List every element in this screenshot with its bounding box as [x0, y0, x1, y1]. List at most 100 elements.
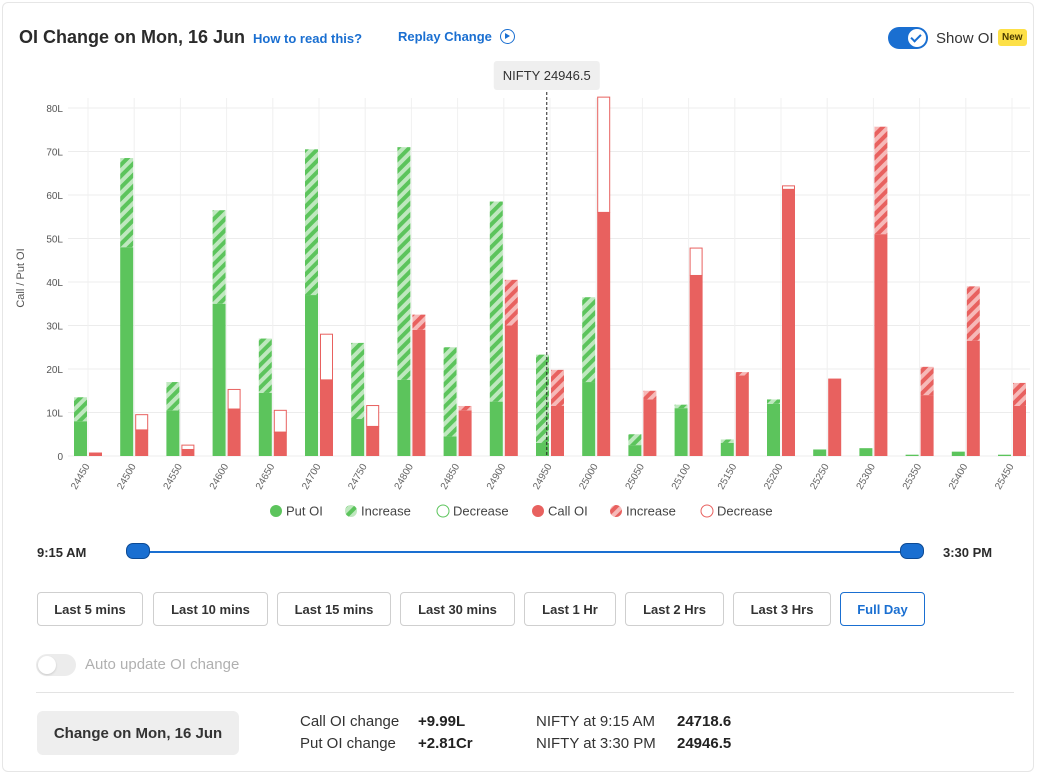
call-oi-decrease-bar: [135, 414, 149, 431]
call-oi-increase-bar: [735, 372, 749, 376]
last-5-mins-button[interactable]: Last 5 mins: [37, 592, 143, 626]
last-10-mins-button[interactable]: Last 10 mins: [153, 592, 268, 626]
last-1-hr-button[interactable]: Last 1 Hr: [524, 592, 616, 626]
time-slider-start-handle[interactable]: [126, 543, 150, 559]
call-oi-bar: [689, 275, 703, 456]
nifty-tooltip-box: [493, 61, 600, 90]
x-tick-label: 24700: [300, 462, 324, 492]
call-oi-bar: [273, 432, 287, 456]
play-circle-icon: [499, 29, 515, 44]
auto-update-toggle[interactable]: [36, 654, 76, 676]
call-oi-bar: [181, 449, 195, 456]
call-oi-bar: [504, 325, 518, 456]
replay-label: Replay Change: [398, 29, 492, 44]
x-tick-label: 25100: [670, 462, 694, 492]
legend-label: Decrease: [717, 504, 773, 519]
call-oi-bar: [643, 399, 657, 456]
last-3-hrs-button[interactable]: Last 3 Hrs: [733, 592, 831, 626]
call-oi-bar: [874, 234, 888, 456]
y-tick-label: 30L: [46, 322, 63, 333]
legend-marker: [436, 504, 450, 518]
x-tick-label: 24450: [69, 462, 93, 492]
call-oi-decrease-bar: [227, 388, 241, 410]
show-oi-label: Show OI: [936, 30, 994, 47]
page-title: OI Change on Mon, 16 Jun: [19, 27, 246, 47]
call-oi-bar: [920, 395, 934, 456]
put-oi-bar: [998, 454, 1011, 456]
x-tick-label: 25050: [624, 462, 648, 492]
check-icon: [908, 29, 926, 47]
legend-label: Increase: [626, 504, 676, 519]
legend-marker: [700, 504, 714, 518]
divider: [36, 692, 1014, 693]
put-oi-bar: [628, 445, 642, 456]
put-oi-increase-bar: [536, 354, 549, 443]
call-oi-bar: [227, 409, 241, 456]
put-oi-bar: [489, 401, 503, 456]
call-oi-bar: [1013, 405, 1026, 456]
x-tick-label: 25250: [808, 462, 832, 492]
put-oi-increase-bar: [674, 404, 688, 409]
x-tick-label: 25200: [762, 462, 786, 492]
call-oi-increase-bar: [1013, 382, 1026, 406]
legend-label: Decrease: [453, 504, 509, 519]
last-30-mins-button[interactable]: Last 30 mins: [400, 592, 515, 626]
end-time-label: 3:30 PM: [943, 545, 993, 560]
new-badge: New: [998, 29, 1027, 46]
put-oi-increase-bar: [767, 399, 780, 404]
x-tick-label: 24850: [439, 462, 463, 492]
put-oi-change-value: +2.81Cr: [418, 735, 473, 752]
put-oi-bar: [767, 403, 780, 456]
call-oi-increase-bar: [920, 366, 934, 396]
replay-change-link[interactable]: Replay Change: [398, 29, 515, 44]
last-2-hrs-button[interactable]: Last 2 Hrs: [625, 592, 724, 626]
put-oi-bar: [859, 448, 873, 456]
put-oi-increase-bar: [582, 297, 596, 383]
x-tick-label: 24600: [208, 462, 232, 492]
legend-label: Increase: [361, 504, 411, 519]
legend-label: Call OI: [548, 504, 588, 519]
y-tick-label: 80L: [46, 104, 63, 115]
call-oi-bar: [551, 405, 564, 456]
y-tick-label: 40L: [46, 278, 63, 289]
call-oi-bar: [412, 329, 426, 456]
call-oi-increase-bar: [412, 314, 426, 330]
put-oi-bar: [351, 419, 365, 456]
call-oi-decrease-bar: [782, 185, 795, 190]
put-oi-bar: [536, 442, 549, 456]
put-oi-bar: [397, 379, 411, 456]
put-oi-increase-bar: [258, 338, 272, 393]
nifty-open-value: 24718.6: [677, 713, 732, 730]
full-day-button[interactable]: Full Day: [840, 592, 925, 626]
change-on-date-button[interactable]: Change on Mon, 16 Jun: [37, 711, 239, 755]
call-oi-increase-bar: [643, 390, 657, 400]
y-tick-label: 70L: [46, 148, 63, 159]
put-oi-bar: [166, 410, 180, 456]
x-tick-label: 24650: [254, 462, 278, 492]
x-tick-label: 25300: [855, 462, 879, 492]
x-tick-label: 24900: [485, 462, 509, 492]
oi-bar-chart: 0 10L 20L 30L 40L 50L 60L 70L 80L Call / Put OI 24…: [15, 61, 1030, 519]
call-oi-decrease-bar: [181, 444, 195, 450]
last-15-mins-button[interactable]: Last 15 mins: [277, 592, 391, 626]
put-oi-bar: [212, 303, 226, 456]
y-axis-label: Call / Put OI: [15, 248, 27, 307]
time-slider-end-handle[interactable]: [900, 543, 924, 559]
how-to-read-link[interactable]: How to read this?: [253, 31, 363, 46]
x-tick-label: 24500: [115, 462, 139, 492]
put-oi-bar: [905, 454, 919, 456]
call-oi-decrease-bar: [689, 247, 703, 276]
call-oi-change-label: Call OI change: [300, 713, 400, 730]
legend-label: Put OI: [286, 504, 323, 519]
put-oi-bar: [720, 442, 734, 456]
call-oi-bar: [966, 340, 980, 456]
x-tick-label: 25400: [947, 462, 971, 492]
show-oi-toggle[interactable]: [888, 27, 928, 49]
put-oi-increase-bar: [489, 201, 503, 402]
x-tick-label: 25150: [716, 462, 740, 492]
time-slider-track[interactable]: [138, 551, 912, 553]
call-oi-bar: [735, 375, 749, 456]
put-oi-increase-bar: [351, 342, 365, 420]
call-oi-increase-bar: [551, 369, 564, 406]
put-oi-increase-bar: [720, 439, 734, 443]
